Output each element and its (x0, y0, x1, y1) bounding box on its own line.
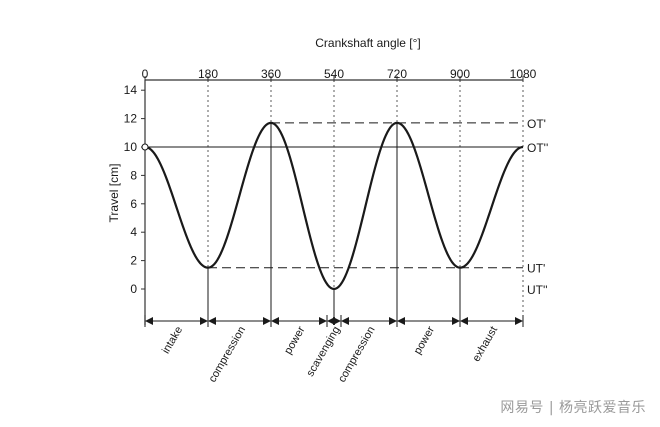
y-tick-label: 4 (130, 225, 137, 239)
y-tick-label: 8 (130, 168, 137, 182)
y-tick-label: 10 (124, 140, 138, 154)
phase-label: compression (207, 325, 249, 385)
y-tick-label: 6 (130, 197, 137, 211)
x-axis-title: Crankshaft angle [°] (315, 36, 421, 50)
x-tick-label: 180 (198, 67, 218, 81)
watermark: 网易号 | 杨亮跃爱音乐 (500, 400, 646, 416)
reference-label: UT'' (527, 283, 548, 297)
travel-curve (141, 121, 524, 325)
phase-bar: intake compression powerscavengingcompress… (144, 315, 524, 385)
x-tick-label: 540 (324, 67, 344, 81)
phase-label: power (282, 324, 308, 356)
start-point (141, 143, 149, 151)
axes: 0 180 360 540 720 900 1080 0 2 4 6 8 10 12 14 (124, 67, 537, 325)
reference-label: OT' (527, 117, 546, 131)
y-tick-label: 2 (130, 254, 137, 268)
y-tick-label: 12 (124, 112, 138, 126)
x-tick-label: 0 (142, 67, 149, 81)
reference-label: UT' (527, 262, 545, 276)
reference-lines: OT' OT'' UT' UT'' (145, 117, 548, 297)
reference-label: OT'' (527, 141, 548, 155)
x-tick-label: 1080 (510, 67, 537, 81)
y-tick-label: 0 (130, 282, 137, 296)
x-tick-label: 360 (261, 67, 281, 81)
phase-label: scavenging (304, 325, 342, 379)
y-tick-label: 14 (124, 83, 138, 97)
phase-label: intake (160, 325, 185, 356)
phase-label: compression (336, 325, 378, 385)
x-tick-label: 900 (450, 67, 470, 81)
phase-label: power (412, 324, 438, 356)
y-axis-title: Travel [cm] (107, 164, 121, 223)
x-tick-label: 720 (387, 67, 407, 81)
phase-label: exhaust (470, 325, 500, 364)
